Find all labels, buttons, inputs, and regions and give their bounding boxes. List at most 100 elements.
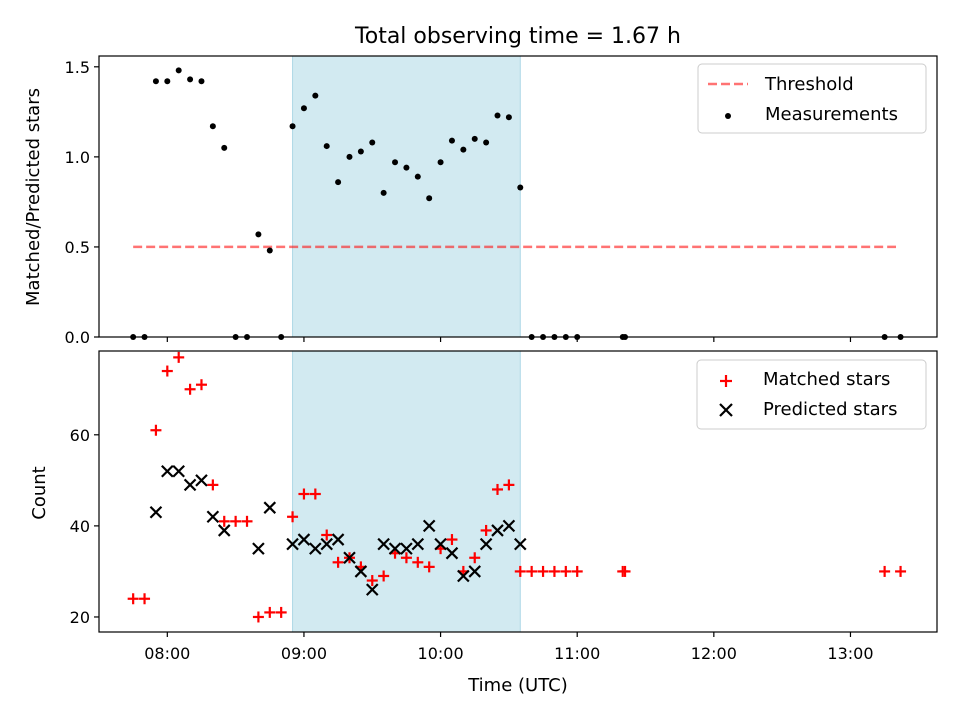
top-y-tick-label: 0.5 [65, 238, 90, 257]
matched-stars-point [560, 565, 572, 577]
bottom-x-axis: 08:00 09:00 10:00 11:00 12:00 13:00 [144, 632, 874, 663]
measurement-point [323, 143, 330, 150]
predicted-stars-point [183, 478, 197, 492]
matched-stars-point [161, 365, 173, 377]
measurement-point [483, 139, 490, 146]
matched-stars-legend-label: Matched stars [763, 369, 890, 390]
matched-stars-point [526, 565, 538, 577]
matched-stars-point [879, 565, 891, 577]
predicted-stars-legend-label: Predicted stars [763, 399, 897, 420]
bottom-series-layer [127, 351, 907, 623]
top-y-axis: 0.0 0.5 1.0 1.5 [65, 58, 99, 347]
measurement-point [221, 144, 228, 151]
measurement-point [426, 195, 433, 202]
bottom-observing-span [292, 350, 521, 633]
predicted-stars-point [365, 583, 379, 596]
predicted-stars-point [354, 565, 368, 578]
measurement-point [255, 231, 262, 238]
predicted-stars-point [217, 524, 231, 537]
predicted-stars-point [297, 533, 311, 546]
threshold-legend-label: Threshold [764, 74, 854, 95]
measurement-point [357, 148, 364, 155]
top-y-tick-label: 1.0 [65, 148, 90, 167]
predicted-stars-point [400, 542, 413, 555]
top-legend-box [697, 63, 927, 134]
predicted-stars-point [252, 542, 265, 555]
matched-stars-point [195, 379, 207, 391]
matched-stars-point [252, 611, 264, 623]
matched-stars-point [298, 488, 310, 500]
matched-stars-point [412, 556, 424, 568]
matched-stars-point [321, 529, 333, 541]
measurement-point [414, 173, 421, 180]
matched-stars-point [173, 351, 185, 363]
measurement-point [175, 67, 182, 74]
bottom-y-tick-label: 40 [70, 517, 90, 536]
measurement-point [266, 247, 273, 254]
predicted-stars-point [434, 537, 447, 551]
top-y-tick-label: 1.5 [65, 58, 90, 77]
bottom-legend-box [696, 359, 927, 430]
matched-stars-point [287, 511, 299, 523]
bottom-y-tick-label: 20 [70, 608, 90, 627]
measurement-point [187, 76, 194, 83]
matched-stars-point [366, 575, 378, 587]
matched-stars-legend-marker [720, 375, 732, 387]
measurement-point [152, 78, 159, 85]
predicted-stars-point [502, 519, 516, 533]
bottom-panel: 20 40 60 08:00 09:00 10:00 11:00 12:00 13:00 Co… [29, 350, 938, 696]
measurement-point [460, 146, 467, 153]
bottom-plot-frame [98, 350, 938, 633]
predicted-stars-point [343, 551, 356, 565]
measurement-point [380, 189, 387, 196]
matched-stars-point [309, 488, 321, 500]
bottom-legend: Matched stars Predicted stars [696, 359, 927, 430]
x-tick-label: 11:00 [554, 644, 600, 663]
matched-stars-point [127, 593, 139, 605]
measurement-point [198, 78, 205, 85]
measurements-legend-marker [725, 113, 731, 119]
predicted-stars-legend-marker [719, 403, 733, 417]
top-plot-frame [98, 55, 938, 338]
matched-stars-point [492, 483, 504, 495]
predicted-stars-point [172, 464, 185, 478]
predicted-stars-point [286, 537, 299, 551]
top-observing-span [292, 55, 521, 338]
x-axis-label: Time (UTC) [467, 675, 568, 696]
matched-stars-point [423, 561, 435, 573]
chart-title: Total observing time = 1.67 h [354, 24, 681, 49]
matched-stars-point [400, 552, 412, 564]
measurement-point [517, 184, 524, 191]
top-x-ticks [166, 337, 852, 342]
matched-stars-point [184, 383, 196, 395]
matched-stars-point [514, 565, 526, 577]
matched-stars-point [275, 606, 287, 618]
x-tick-label: 12:00 [691, 644, 737, 663]
x-tick-label: 10:00 [418, 644, 464, 663]
measurement-point [209, 123, 216, 130]
bottom-y-tick-label: 60 [70, 426, 90, 445]
predicted-stars-point [411, 537, 425, 551]
top-legend: Threshold Measurements [697, 63, 927, 134]
matched-stars-point [230, 515, 242, 527]
predicted-stars-point [320, 537, 333, 551]
measurement-point [164, 78, 171, 85]
measurement-point [369, 139, 376, 146]
bottom-y-axis: 20 40 60 [70, 426, 99, 627]
bottom-y-axis-label: Count [29, 466, 50, 519]
measurement-point [494, 112, 501, 119]
predicted-stars-point [377, 537, 390, 551]
measurements-legend-label: Measurements [765, 104, 898, 125]
matched-stars-point [571, 565, 583, 577]
matched-stars-point [264, 606, 276, 618]
predicted-stars-point [468, 565, 482, 578]
matched-stars-point [241, 515, 253, 527]
matched-stars-point [619, 565, 631, 577]
predicted-stars-point [491, 524, 504, 537]
predicted-stars-point [513, 537, 527, 551]
matched-stars-point [895, 565, 907, 577]
measurement-point [403, 164, 410, 171]
predicted-stars-point [195, 474, 208, 487]
predicted-stars-point [331, 533, 345, 546]
